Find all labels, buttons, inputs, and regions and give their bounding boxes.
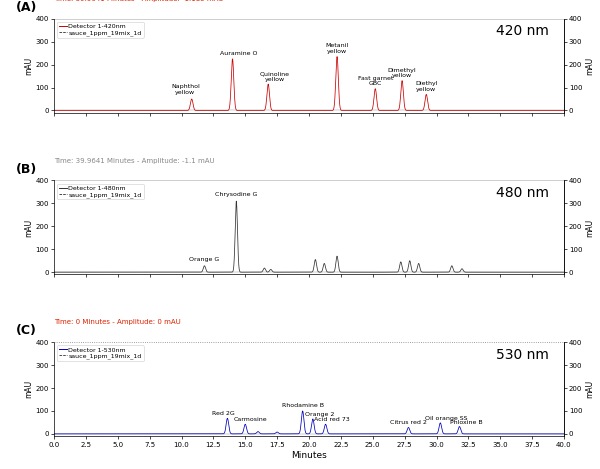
Text: 530 nm: 530 nm <box>496 348 549 362</box>
Y-axis label: mAU: mAU <box>24 380 33 398</box>
Text: Orange 2: Orange 2 <box>305 412 334 416</box>
Text: Phloxine B: Phloxine B <box>449 420 482 425</box>
Text: Time: 39.9641 Minutes - Amplitude: -1.1 mAU: Time: 39.9641 Minutes - Amplitude: -1.1 … <box>54 158 215 164</box>
Y-axis label: mAU: mAU <box>585 380 594 398</box>
Legend: Detector 1-480nm, sauce_1ppm_19mix_1d: Detector 1-480nm, sauce_1ppm_19mix_1d <box>57 183 143 199</box>
Text: Carmosine: Carmosine <box>233 417 267 422</box>
X-axis label: Minutes: Minutes <box>291 451 327 460</box>
Text: Quinoline
yellow: Quinoline yellow <box>260 71 290 82</box>
Text: Rhodamine B: Rhodamine B <box>281 403 323 408</box>
Text: (C): (C) <box>16 325 37 338</box>
Y-axis label: mAU: mAU <box>585 57 594 75</box>
Y-axis label: mAU: mAU <box>585 219 594 236</box>
Text: (A): (A) <box>16 1 37 14</box>
Text: Naphthol
yellow: Naphthol yellow <box>171 84 200 95</box>
Text: Fast garnet
GBC: Fast garnet GBC <box>358 76 393 86</box>
Text: Time: 39.9641 Minutes - Amplitude: -1.185 mAU: Time: 39.9641 Minutes - Amplitude: -1.18… <box>54 0 223 2</box>
Text: Orange G: Orange G <box>190 257 220 262</box>
Text: Citrus red 2: Citrus red 2 <box>390 420 427 425</box>
Text: Red 2G: Red 2G <box>212 410 235 416</box>
Text: Auramine O: Auramine O <box>220 51 257 56</box>
Text: Diethyl
yellow: Diethyl yellow <box>415 81 437 92</box>
Text: Chrysodine G: Chrysodine G <box>215 191 257 197</box>
Y-axis label: mAU: mAU <box>24 57 33 75</box>
Text: 480 nm: 480 nm <box>496 186 549 200</box>
Text: Time: 0 Minutes - Amplitude: 0 mAU: Time: 0 Minutes - Amplitude: 0 mAU <box>54 319 181 325</box>
Text: (B): (B) <box>16 163 37 176</box>
Text: Oil orange SS: Oil orange SS <box>425 416 468 421</box>
Y-axis label: mAU: mAU <box>24 219 33 236</box>
Text: Metanil
yellow: Metanil yellow <box>325 43 349 54</box>
Legend: Detector 1-530nm, sauce_1ppm_19mix_1d: Detector 1-530nm, sauce_1ppm_19mix_1d <box>57 345 143 361</box>
Text: Dimethyl
yellow: Dimethyl yellow <box>388 68 416 78</box>
Legend: Detector 1-420nm, sauce_1ppm_19mix_1d: Detector 1-420nm, sauce_1ppm_19mix_1d <box>57 22 143 38</box>
Text: Acid red 73: Acid red 73 <box>314 417 350 423</box>
Text: 420 nm: 420 nm <box>496 24 549 38</box>
